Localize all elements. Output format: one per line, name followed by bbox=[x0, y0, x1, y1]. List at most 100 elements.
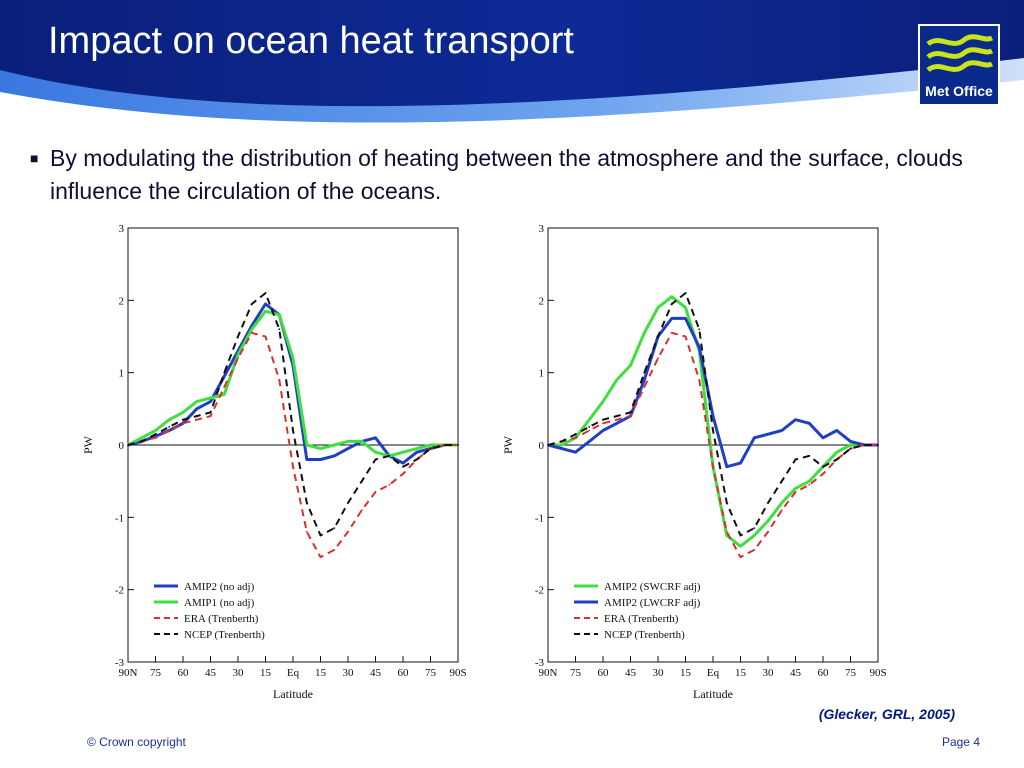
y-tick-label: 0 bbox=[539, 440, 545, 452]
data-point bbox=[794, 487, 797, 490]
data-point bbox=[684, 317, 687, 320]
data-point bbox=[712, 465, 714, 468]
data-point bbox=[629, 415, 632, 417]
data-point bbox=[182, 418, 184, 421]
x-tick-label: 60 bbox=[398, 667, 410, 679]
met-office-waves-icon bbox=[926, 34, 994, 73]
y-axis-title: PW bbox=[81, 435, 95, 454]
data-point bbox=[182, 411, 184, 414]
data-point bbox=[319, 534, 322, 537]
data-point bbox=[670, 317, 673, 320]
data-point bbox=[195, 400, 198, 403]
data-point bbox=[347, 447, 349, 450]
bullet-text: By modulating the distribution of heatin… bbox=[50, 145, 963, 204]
legend-label: AMIP2 (SWCRF adj) bbox=[604, 581, 701, 593]
y-tick-label: 3 bbox=[539, 223, 545, 235]
data-point bbox=[725, 465, 728, 468]
data-point bbox=[684, 292, 687, 294]
data-point bbox=[767, 520, 769, 522]
data-point bbox=[223, 393, 226, 396]
data-point bbox=[657, 357, 659, 360]
data-point bbox=[602, 422, 604, 425]
data-point bbox=[602, 400, 604, 403]
bullet-point: ■ By modulating the distribution of heat… bbox=[30, 142, 1005, 208]
data-point bbox=[264, 292, 267, 294]
y-tick-label: 1 bbox=[539, 368, 545, 380]
x-tick-label: 15 bbox=[315, 667, 327, 679]
data-point bbox=[333, 454, 336, 457]
legend-label: AMIP2 (no adj) bbox=[184, 581, 255, 593]
data-point bbox=[835, 458, 838, 461]
y-tick-label: 3 bbox=[119, 223, 125, 235]
data-point bbox=[237, 357, 239, 360]
data-point bbox=[767, 433, 769, 436]
x-tick-label: 45 bbox=[205, 667, 217, 679]
data-point bbox=[402, 462, 404, 464]
header-band bbox=[0, 0, 1024, 128]
x-tick-label: 30 bbox=[233, 667, 245, 679]
y-tick-label: -1 bbox=[535, 512, 544, 524]
data-point bbox=[223, 375, 226, 378]
data-point bbox=[588, 440, 591, 443]
data-point bbox=[739, 534, 742, 537]
data-point bbox=[657, 306, 659, 309]
legend-label: AMIP1 (no adj) bbox=[184, 597, 255, 609]
data-point bbox=[347, 530, 349, 533]
data-point bbox=[712, 429, 714, 432]
data-point bbox=[209, 400, 212, 403]
data-point bbox=[808, 422, 811, 425]
data-point bbox=[863, 444, 866, 446]
x-tick-label: Eq bbox=[707, 667, 720, 679]
data-point bbox=[560, 440, 563, 443]
data-point bbox=[388, 454, 391, 457]
x-tick-label: 15 bbox=[735, 667, 747, 679]
y-tick-label: -2 bbox=[115, 585, 124, 597]
data-point bbox=[250, 328, 253, 331]
x-tick-label: 75 bbox=[150, 667, 162, 679]
data-point bbox=[615, 422, 618, 425]
data-point bbox=[739, 556, 742, 559]
data-point bbox=[278, 328, 281, 331]
data-point bbox=[292, 465, 294, 468]
data-point bbox=[849, 444, 852, 446]
data-point bbox=[588, 418, 591, 421]
data-point bbox=[374, 451, 377, 454]
data-point bbox=[767, 501, 769, 504]
data-point bbox=[822, 436, 824, 439]
data-point bbox=[794, 491, 797, 493]
data-point bbox=[574, 451, 577, 454]
data-point bbox=[209, 397, 212, 399]
data-point bbox=[168, 418, 171, 421]
data-point bbox=[182, 422, 184, 425]
y-tick-label: 2 bbox=[119, 295, 125, 307]
y-tick-label: 0 bbox=[119, 440, 125, 452]
y-tick-label: -3 bbox=[535, 657, 545, 669]
footer-copyright: © Crown copyright bbox=[87, 735, 186, 749]
citation: (Glecker, GRL, 2005) bbox=[818, 706, 955, 722]
slide-title: Impact on ocean heat transport bbox=[48, 20, 574, 62]
data-point bbox=[292, 357, 294, 360]
data-point bbox=[402, 451, 404, 454]
x-tick-label: 30 bbox=[343, 667, 355, 679]
data-point bbox=[574, 436, 577, 439]
data-point bbox=[670, 331, 673, 334]
data-point bbox=[712, 415, 714, 417]
x-tick-label: 30 bbox=[653, 667, 665, 679]
data-point bbox=[615, 415, 618, 417]
data-point bbox=[415, 458, 418, 461]
y-axis-title: PW bbox=[501, 435, 515, 454]
data-point bbox=[629, 411, 632, 414]
x-tick-label: 15 bbox=[260, 667, 272, 679]
x-tick-label: 90S bbox=[449, 667, 466, 679]
data-point bbox=[374, 436, 377, 439]
x-tick-label: 60 bbox=[818, 667, 830, 679]
logo-text: Met Office bbox=[925, 83, 993, 99]
x-tick-label: 75 bbox=[570, 667, 582, 679]
x-tick-label: 45 bbox=[370, 667, 382, 679]
data-point bbox=[223, 386, 226, 389]
x-tick-label: 45 bbox=[790, 667, 802, 679]
data-point bbox=[835, 451, 838, 454]
data-point bbox=[877, 444, 879, 446]
data-point bbox=[429, 447, 432, 450]
